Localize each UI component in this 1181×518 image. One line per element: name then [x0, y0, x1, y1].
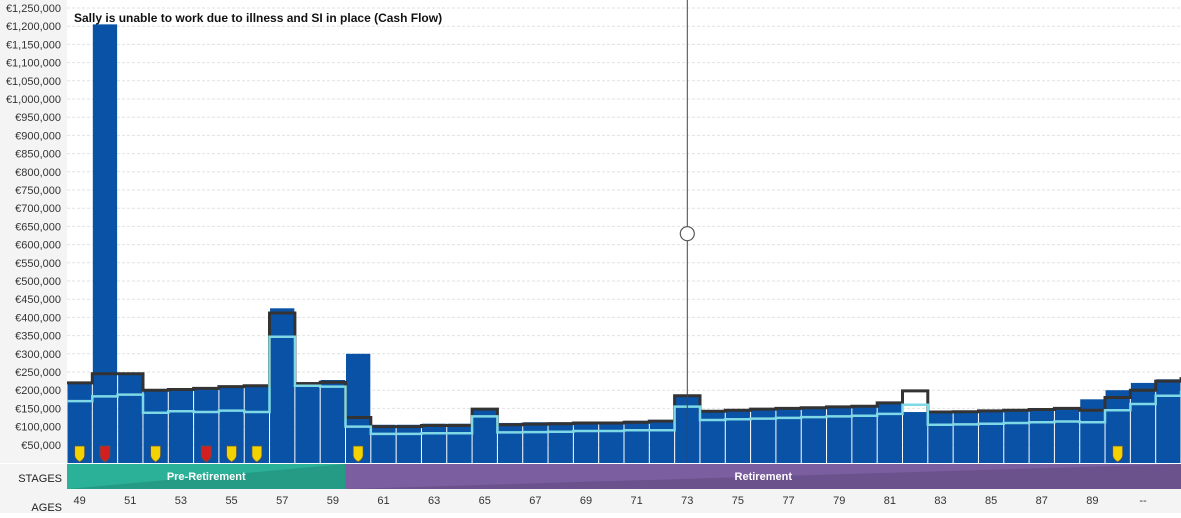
event-marker — [201, 446, 211, 462]
bar — [726, 409, 750, 463]
age-label: 85 — [985, 495, 997, 507]
y-tick-label: €500,000 — [15, 276, 61, 288]
y-tick-label: €550,000 — [15, 258, 61, 270]
age-label: -- — [1139, 495, 1147, 507]
y-tick-label: €850,000 — [15, 149, 61, 161]
bar — [549, 422, 573, 463]
age-label: 75 — [732, 495, 744, 507]
age-label: 83 — [934, 495, 946, 507]
stage-label: Pre-Retirement — [167, 471, 246, 483]
chart-title: Sally is unable to work due to illness a… — [74, 11, 442, 25]
bar — [1004, 410, 1028, 463]
age-label: 73 — [681, 495, 693, 507]
age-label: 65 — [479, 495, 491, 507]
bar — [447, 424, 471, 463]
y-tick-label: €1,150,000 — [6, 39, 61, 51]
event-marker — [227, 446, 237, 462]
y-tick-label: €750,000 — [15, 185, 61, 197]
y-tick-label: €900,000 — [15, 130, 61, 142]
age-label: 49 — [74, 495, 86, 507]
age-label: 51 — [124, 495, 136, 507]
age-label: 67 — [529, 495, 541, 507]
event-marker — [252, 446, 262, 462]
y-tick-label: €1,200,000 — [6, 21, 61, 33]
y-tick-label: €1,250,000 — [6, 3, 61, 15]
age-label: 81 — [884, 495, 896, 507]
age-label: 79 — [833, 495, 845, 507]
bar — [118, 374, 142, 463]
age-label: 69 — [580, 495, 592, 507]
bar — [321, 380, 345, 463]
bar — [1030, 409, 1054, 463]
bar — [1055, 408, 1079, 463]
cursor-handle — [680, 227, 694, 241]
bar — [599, 422, 623, 463]
event-marker — [100, 446, 110, 462]
stages-band: Pre-Retirement Retirement — [67, 464, 1181, 489]
y-tick-label: €600,000 — [15, 240, 61, 252]
stage-label: Retirement — [735, 471, 793, 483]
bar — [473, 410, 497, 463]
bar — [751, 408, 775, 463]
bar — [954, 411, 978, 463]
bar — [1131, 383, 1155, 463]
age-label: 63 — [428, 495, 440, 507]
y-tick-label: €1,050,000 — [6, 76, 61, 88]
bar — [928, 412, 952, 463]
y-tick-label: €950,000 — [15, 112, 61, 124]
bar — [169, 388, 193, 463]
y-tick-label: €650,000 — [15, 221, 61, 233]
y-tick-label: €50,000 — [21, 440, 61, 452]
y-tick-label: €700,000 — [15, 203, 61, 215]
bar — [903, 412, 927, 463]
y-tick-label: €1,000,000 — [6, 94, 61, 106]
age-label: 87 — [1036, 495, 1048, 507]
bar — [852, 405, 876, 463]
y-tick-label: €450,000 — [15, 294, 61, 306]
bar — [1156, 379, 1180, 463]
y-tick-label: €400,000 — [15, 312, 61, 324]
bar — [650, 420, 674, 463]
y-tick-label: €200,000 — [15, 385, 61, 397]
age-label: 89 — [1086, 495, 1098, 507]
event-marker — [1113, 446, 1123, 462]
bar — [776, 408, 800, 463]
y-tick-label: €1,100,000 — [6, 58, 61, 70]
bar — [422, 424, 446, 463]
bar — [625, 421, 649, 463]
y-tick-label: €150,000 — [15, 403, 61, 415]
age-label: 55 — [225, 495, 237, 507]
age-label: 77 — [782, 495, 794, 507]
bar — [523, 422, 547, 463]
event-marker — [75, 446, 85, 462]
bar — [979, 411, 1003, 463]
age-label: 61 — [377, 495, 389, 507]
y-tick-label: €250,000 — [15, 367, 61, 379]
stages-row-label: STAGES — [18, 473, 62, 485]
age-label: 53 — [175, 495, 187, 507]
bar — [574, 422, 598, 463]
bar — [878, 403, 902, 463]
y-tick-label: €350,000 — [15, 331, 61, 343]
y-tick-label: €300,000 — [15, 349, 61, 361]
age-label: 59 — [327, 495, 339, 507]
event-marker — [151, 446, 161, 462]
bar — [295, 382, 319, 463]
bar — [827, 406, 851, 463]
age-label: 71 — [631, 495, 643, 507]
bar — [498, 423, 522, 463]
bar — [397, 425, 421, 463]
age-label: 57 — [276, 495, 288, 507]
bar — [802, 407, 826, 463]
bar — [700, 410, 724, 463]
event-marker — [353, 446, 363, 462]
ages-row-label: AGES — [31, 502, 62, 513]
y-tick-label: €100,000 — [15, 422, 61, 434]
y-tick-label: €800,000 — [15, 167, 61, 179]
bar — [371, 425, 395, 463]
bar — [270, 308, 294, 463]
